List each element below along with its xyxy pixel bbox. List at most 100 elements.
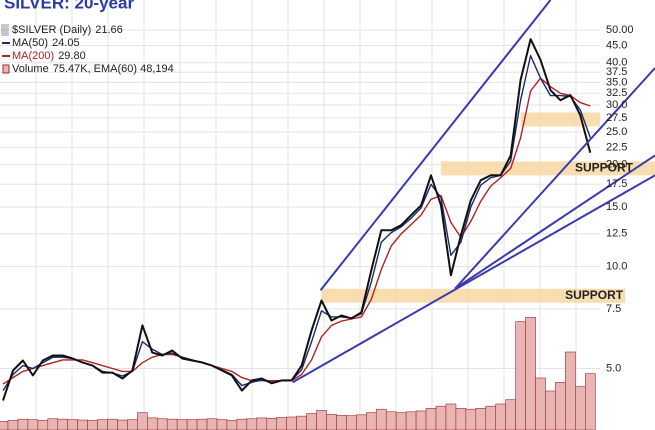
chart-title: SILVER: 20-year (4, 0, 134, 12)
labels: 50.00 45.0 40.037.535.032.530.027.5 25.0 22.… (565, 24, 634, 375)
volume-bar (67, 419, 78, 430)
volume-bar (97, 419, 108, 430)
y-tick-label: 27.5 (606, 112, 627, 124)
legend-entry: Volume 75.47K, EMA(60) 48,194 (12, 63, 174, 75)
volume-bar (385, 411, 397, 430)
volume-bar (137, 412, 148, 430)
volume-bar (156, 418, 168, 430)
volume-bar (186, 419, 198, 430)
volume-bar (236, 418, 248, 430)
volume-bar (515, 321, 526, 430)
volume-bar (425, 408, 437, 430)
legend-entry: MA(50) 24.05 (12, 37, 80, 49)
volume-bar (47, 418, 59, 430)
volume-bar (0, 421, 9, 430)
volume-bar (266, 417, 278, 430)
volume-bar (455, 408, 467, 430)
support-band (440, 161, 655, 176)
y-tick-label: 35.0 (606, 76, 627, 88)
legend-icon: ▒ (1, 23, 9, 36)
legend-entry: MA(200) 29.80 (12, 50, 86, 62)
legend-name: $SILVER (Daily) (12, 24, 91, 36)
y-tick-label: 20.0 (606, 159, 627, 171)
legend-name: MA(50) (12, 37, 48, 49)
volume-bar (445, 403, 457, 430)
y-tick-label: 5.0 (606, 362, 621, 374)
legend-value: 75.47K, EMA(60) 48,194 (53, 63, 174, 75)
volume-bar (176, 419, 188, 430)
volume-bar (535, 377, 546, 430)
volume-bar (316, 410, 327, 430)
legend-entry: $SILVER (Daily) 21.66 (12, 24, 123, 36)
ma-line (2, 54, 591, 391)
volume-bar (37, 420, 49, 430)
volume-bar (166, 418, 178, 430)
volume-bar (366, 412, 377, 430)
volume-bar (27, 419, 39, 430)
volume-bar (57, 418, 69, 430)
volume-bar (17, 418, 29, 430)
volume-bar (256, 417, 268, 430)
volume-bar (296, 415, 307, 430)
bands (321, 112, 655, 303)
volume-bar (435, 405, 447, 430)
legend-value: 21.66 (95, 24, 123, 36)
volume-bar (505, 399, 516, 430)
volume-bar (346, 415, 357, 430)
volume-bar (525, 317, 536, 430)
volume-bar (405, 411, 417, 430)
legend-value: 29.80 (58, 50, 86, 62)
volume-bar (465, 408, 477, 430)
volume-bar (395, 412, 407, 430)
y-tick-label: 22.5 (606, 141, 627, 153)
y-tick-label: 32.5 (606, 87, 627, 99)
volume-bar (196, 418, 208, 430)
trendline (319, 0, 552, 291)
y-tick-label: 25.0 (606, 126, 627, 138)
volume-bar (356, 414, 367, 430)
volume-bar (147, 417, 158, 430)
support-band (520, 112, 601, 127)
volume-bar (415, 410, 427, 430)
y-tick-label: 17.5 (606, 178, 627, 190)
y-tick-label: 45.0 (606, 39, 627, 51)
y-tick-label: 30.0 (606, 99, 627, 111)
support-band (321, 288, 626, 303)
volume-bar (87, 420, 98, 430)
y-tick-label: 40.0 (606, 57, 627, 69)
legend-value: 24.05 (52, 37, 80, 49)
volume-bar (127, 419, 138, 430)
volume-bar (565, 351, 576, 430)
volume-bar (226, 420, 238, 430)
y-tick-label: 15.0 (606, 201, 627, 213)
y-tick-label: 37.5 (606, 66, 627, 78)
volume-bar (7, 420, 19, 430)
band-label: SUPPORT (565, 288, 624, 302)
volume-bar (575, 386, 586, 430)
legend-name: Volume (12, 63, 49, 75)
volume-bar (246, 418, 258, 430)
volume-bar (107, 418, 118, 430)
legend-name: MA(200) (12, 50, 54, 62)
volume-bar (475, 408, 487, 430)
volume-bar (555, 382, 566, 430)
y-tick-label: 50.00 (606, 24, 634, 36)
volume-bar (216, 419, 228, 430)
ma-line (2, 77, 591, 385)
volume-bar (286, 416, 297, 430)
volume-bar (206, 418, 218, 430)
y-tick-label: 12.5 (606, 228, 627, 240)
volume-bar (375, 408, 387, 430)
volume-bar (336, 414, 347, 430)
volume-bar (485, 405, 497, 430)
volume-bar (117, 419, 128, 430)
volume-bar (326, 414, 337, 430)
volume-bar (584, 373, 596, 430)
volume-bar (77, 419, 88, 430)
trendlines (292, 0, 655, 384)
trendline (454, 67, 655, 290)
legend-swatch (2, 64, 10, 74)
